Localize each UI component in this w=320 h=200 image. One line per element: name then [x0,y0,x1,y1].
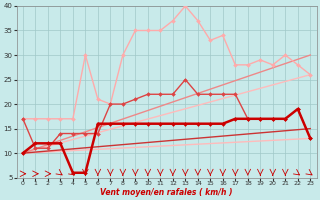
X-axis label: Vent moyen/en rafales ( km/h ): Vent moyen/en rafales ( km/h ) [100,188,233,197]
